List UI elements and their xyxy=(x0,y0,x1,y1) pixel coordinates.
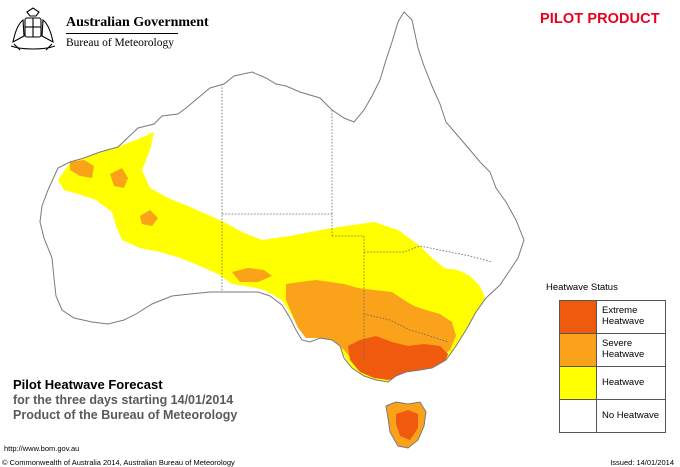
state-borders xyxy=(221,84,493,360)
forecast-title: Pilot Heatwave Forecast xyxy=(13,377,163,392)
legend-label-severe: Severe Heatwave xyxy=(602,338,645,360)
heatwave-legend: Extreme Heatwave Severe Heatwave Heatwav… xyxy=(559,300,666,433)
legend-label-heatwave: Heatwave xyxy=(602,376,645,388)
severe-pocket xyxy=(70,160,94,178)
legend-title: Heatwave Status xyxy=(546,282,618,293)
severe-pocket xyxy=(110,168,128,188)
forecast-product-credit: Product of the Bureau of Meteorology xyxy=(13,407,238,422)
footer-url: http://www.bom.gov.au xyxy=(4,444,80,453)
legend-row-none: No Heatwave xyxy=(560,400,665,432)
severe-pocket xyxy=(140,210,158,226)
legend-swatch-extreme xyxy=(560,301,597,333)
legend-row-extreme: Extreme Heatwave xyxy=(560,301,665,334)
legend-swatch-severe xyxy=(560,334,597,366)
legend-label-none: No Heatwave xyxy=(602,409,660,421)
government-name: Australian Government xyxy=(66,15,209,30)
forecast-period: for the three days starting 14/01/2014 xyxy=(13,392,234,407)
forecast-title-block: Pilot Heatwave Forecast for the three da… xyxy=(13,377,237,423)
footer-copyright: © Commonwealth of Australia 2014, Austra… xyxy=(2,458,235,467)
legend-row-severe: Severe Heatwave xyxy=(560,334,665,367)
tasmania-extreme-zone xyxy=(396,410,418,440)
bureau-name: Bureau of Meteorology xyxy=(66,37,174,49)
agency-wordmark: Australian Government Bureau of Meteorol… xyxy=(66,16,209,50)
legend-row-heatwave: Heatwave xyxy=(560,367,665,400)
agency-divider xyxy=(66,33,178,34)
pilot-product-badge: PILOT PRODUCT xyxy=(540,11,660,27)
legend-swatch-heatwave xyxy=(560,367,597,399)
footer-issued-date: Issued: 14/01/2014 xyxy=(610,458,674,467)
severe-pocket xyxy=(232,268,272,282)
legend-swatch-none xyxy=(560,400,597,432)
coat-of-arms-icon xyxy=(10,7,56,51)
legend-label-extreme: Extreme Heatwave xyxy=(602,305,645,327)
